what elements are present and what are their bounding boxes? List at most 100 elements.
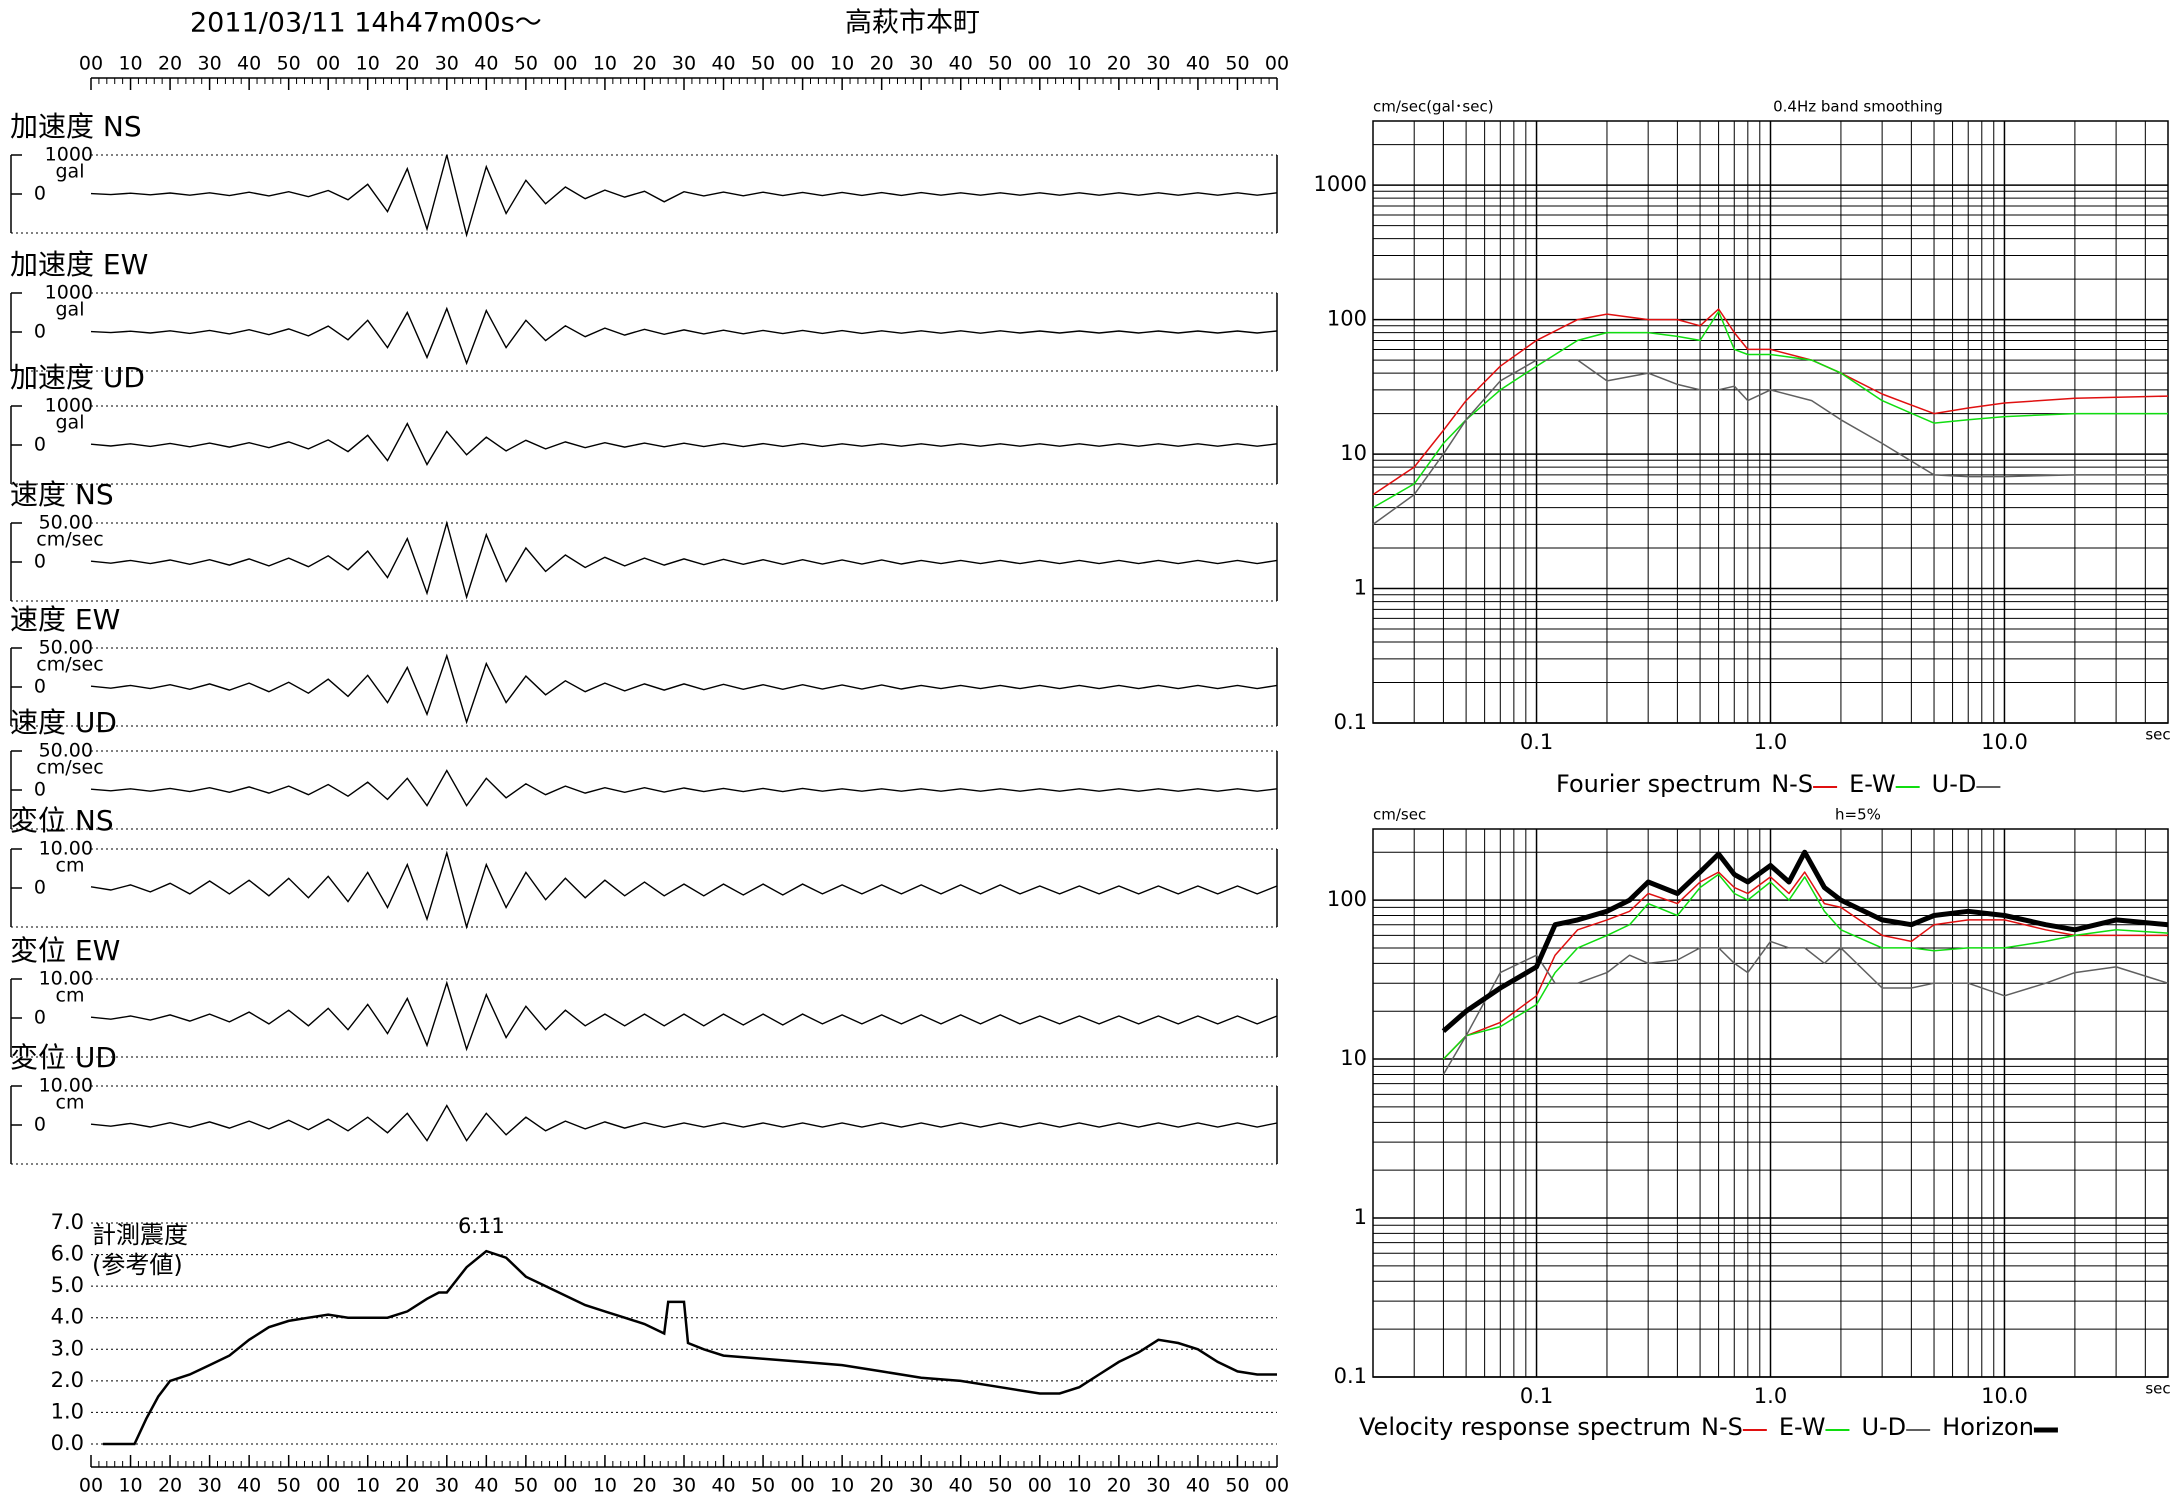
chart-subtitle: h=5% (1835, 806, 1881, 824)
y-tick-label: 1000 (1314, 172, 1367, 196)
x-tick-label: 00 (316, 1475, 340, 1497)
y-tick-label: 1.0 (51, 1399, 84, 1423)
waveform-trace (90, 850, 1278, 930)
y-tick-label: 0 (34, 551, 46, 573)
series-line (1372, 308, 2169, 496)
waveform-trace (90, 422, 1278, 466)
unit-label: gal (56, 299, 85, 321)
x-tick-label: 10 (593, 1475, 617, 1497)
x-tick-label: 00 (1265, 1475, 1289, 1497)
x-tick-label: 30 (198, 1475, 222, 1497)
y-axis-label: cm/sec(gal･sec) (1373, 98, 1494, 116)
x-tick-label: 50 (988, 53, 1012, 75)
chart-title: 計測震度 (92, 1221, 188, 1249)
x-tick-label: 50 (277, 1475, 301, 1497)
y-tick-label: 3.0 (51, 1336, 84, 1360)
x-tick-label: 20 (395, 53, 419, 75)
waveform-trace (90, 980, 1278, 1052)
y-axis-label: cm/sec (1373, 806, 1426, 824)
x-tick-label: 10.0 (1981, 730, 2028, 754)
y-tick-label: 10 (1340, 1046, 1367, 1070)
panel-title: 変位 EW (10, 934, 120, 967)
x-tick-label: 00 (791, 1475, 815, 1497)
x-tick-label: 30 (672, 53, 696, 75)
x-tick-label: 30 (435, 53, 459, 75)
x-tick-label: 1.0 (1754, 730, 1787, 754)
y-tick-label: 0 (34, 1114, 46, 1136)
x-tick-label: 20 (395, 1475, 419, 1497)
y-tick-label: 0 (34, 183, 46, 205)
x-tick-label: 40 (1186, 53, 1210, 75)
x-tick-label: 50 (514, 1475, 538, 1497)
x-tick-label: 40 (474, 53, 498, 75)
waveform-trace (90, 1104, 1278, 1142)
legend-label: E-W (1849, 770, 1896, 798)
legend-label: N-S (1771, 770, 1813, 798)
x-tick-label: 1.0 (1754, 1384, 1787, 1408)
y-tick-label: 2.0 (51, 1368, 84, 1392)
x-tick-label: 40 (237, 53, 261, 75)
x-tick-label: 00 (1028, 53, 1052, 75)
chart-subtitle: (参考値) (92, 1251, 183, 1279)
x-tick-label: 0.1 (1520, 1384, 1553, 1408)
x-tick-label: 30 (1146, 53, 1170, 75)
x-tick-label: 0.1 (1520, 730, 1553, 754)
x-tick-label: 20 (1107, 1475, 1131, 1497)
series-line (1442, 873, 2169, 1060)
panel-title: 速度 EW (10, 603, 120, 636)
y-tick-label: 1000 (45, 395, 93, 417)
y-tick-label: 1 (1354, 1205, 1367, 1229)
x-axis-label: sec (2145, 1380, 2170, 1398)
y-tick-label: 5.0 (51, 1273, 84, 1297)
waveform-trace (90, 769, 1278, 807)
x-tick-label: 30 (1146, 1475, 1170, 1497)
legend-label: Horizon (1942, 1413, 2034, 1441)
x-tick-label: 00 (553, 53, 577, 75)
x-tick-label: 20 (1107, 53, 1131, 75)
x-tick-label: 00 (553, 1475, 577, 1497)
unit-label: cm/sec (36, 654, 103, 676)
chart-subtitle: 0.4Hz band smoothing (1773, 98, 1943, 116)
y-tick-label: 1000 (45, 144, 93, 166)
panel-title: 加速度 UD (10, 361, 145, 394)
unit-label: cm/sec (36, 529, 103, 551)
waveform-trace (90, 306, 1278, 366)
x-tick-label: 30 (909, 53, 933, 75)
x-tick-label: 50 (751, 1475, 775, 1497)
x-tick-label: 20 (158, 1475, 182, 1497)
x-tick-label: 10 (118, 1475, 142, 1497)
x-tick-label: 20 (632, 53, 656, 75)
panel-title: 速度 NS (10, 478, 114, 511)
y-tick-label: 50.00 (39, 740, 93, 762)
y-tick-label: 0 (34, 434, 46, 456)
unit-label: gal (56, 412, 85, 434)
x-tick-label: 50 (1225, 1475, 1249, 1497)
series-line (1372, 310, 2168, 509)
x-tick-label: 40 (949, 1475, 973, 1497)
x-tick-label: 10 (593, 53, 617, 75)
x-tick-label: 40 (711, 53, 735, 75)
y-tick-label: 10.00 (39, 968, 93, 990)
y-tick-label: 100 (1327, 307, 1367, 331)
y-tick-label: 50.00 (39, 637, 93, 659)
legend-label: N-S (1701, 1413, 1743, 1441)
y-tick-label: 0 (34, 877, 46, 899)
y-tick-label: 10.00 (39, 1075, 93, 1097)
x-tick-label: 10.0 (1981, 1384, 2028, 1408)
y-tick-label: 10.00 (39, 838, 93, 860)
intensity-line (102, 1249, 1277, 1446)
x-tick-label: 40 (949, 53, 973, 75)
x-tick-label: 00 (1028, 1475, 1052, 1497)
x-tick-label: 10 (830, 53, 854, 75)
panel-title: 加速度 EW (10, 248, 148, 281)
y-tick-label: 0.1 (1334, 1364, 1367, 1388)
x-tick-label: 10 (356, 1475, 380, 1497)
x-tick-label: 30 (909, 1475, 933, 1497)
x-tick-label: 50 (751, 53, 775, 75)
x-tick-label: 10 (356, 53, 380, 75)
panel-title: 速度 UD (10, 706, 117, 739)
panel-title: 変位 UD (10, 1041, 117, 1074)
legend-label: E-W (1779, 1413, 1826, 1441)
unit-label: gal (56, 161, 85, 183)
